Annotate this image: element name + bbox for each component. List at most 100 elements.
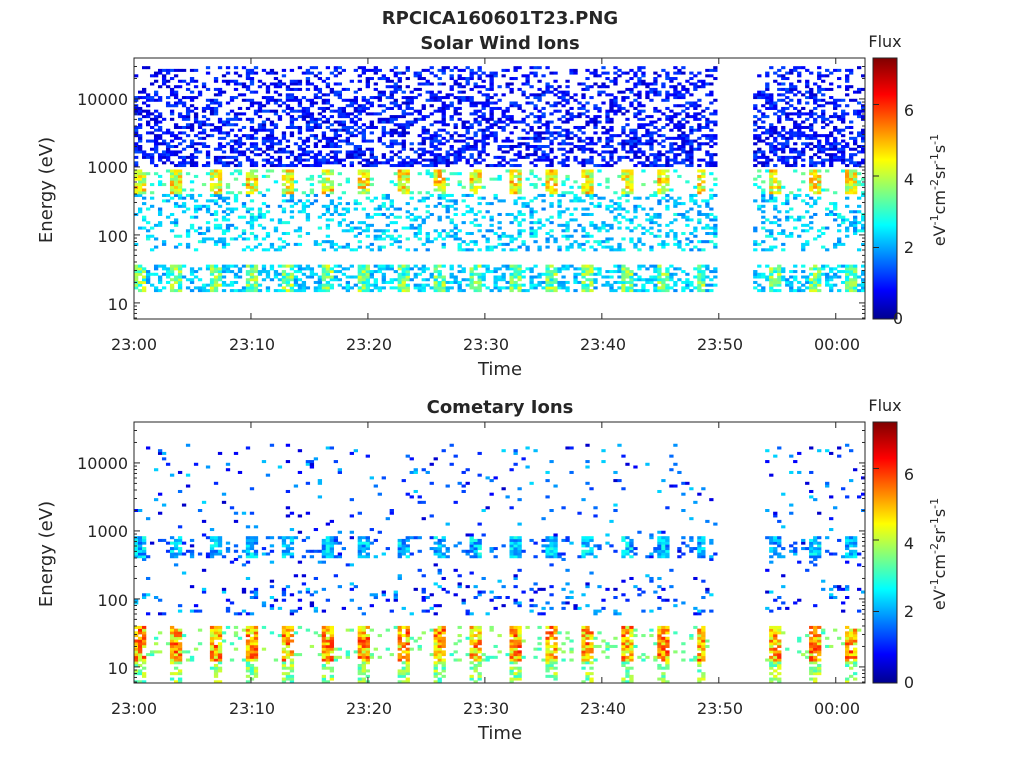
heatmap-cell	[509, 169, 514, 173]
heatmap-cell	[513, 275, 518, 279]
heatmap-cell	[325, 188, 331, 192]
heatmap-cell	[145, 172, 151, 176]
heatmap-cell	[189, 96, 195, 100]
heatmap-cell	[481, 134, 486, 138]
heatmap-cell	[693, 202, 698, 206]
heatmap-cell	[761, 180, 766, 184]
heatmap-cell	[457, 98, 462, 102]
heatmap-cell	[389, 164, 394, 168]
heatmap-cell	[213, 202, 219, 206]
heatmap-cell	[589, 188, 594, 192]
heatmap-cell	[773, 150, 778, 154]
heatmap-cell	[545, 264, 550, 268]
heatmap-cell	[277, 272, 283, 276]
heatmap-cell	[677, 278, 682, 282]
heatmap-cell	[565, 142, 570, 146]
heatmap-cell	[529, 85, 534, 89]
heatmap-cell	[301, 204, 307, 208]
heatmap-cell	[317, 153, 323, 157]
heatmap-cell	[393, 278, 398, 282]
heatmap-cell	[769, 147, 774, 151]
heatmap-cell	[765, 161, 770, 165]
heatmap-cell	[761, 240, 766, 244]
heatmap-cell	[561, 280, 566, 284]
heatmap-cell	[337, 278, 343, 282]
heatmap-cell	[509, 248, 514, 252]
heatmap-cell	[205, 145, 211, 149]
heatmap-cell	[397, 134, 402, 138]
heatmap-cell	[265, 272, 271, 276]
heatmap-cell	[153, 223, 159, 227]
heatmap-cell	[625, 87, 630, 91]
heatmap-cell	[225, 71, 231, 75]
heatmap-cell	[553, 237, 558, 241]
heatmap-cell	[425, 131, 430, 135]
heatmap-cell	[485, 104, 490, 108]
heatmap-cell	[225, 229, 231, 233]
heatmap-cell	[469, 145, 474, 149]
heatmap-cell	[309, 164, 315, 168]
heatmap-cell	[793, 264, 798, 268]
heatmap-cell	[801, 229, 806, 233]
heatmap-cell	[165, 272, 171, 276]
heatmap-cell	[393, 229, 398, 233]
heatmap-cell	[169, 68, 175, 72]
heatmap-cell	[485, 237, 490, 241]
heatmap-cell	[653, 125, 658, 129]
heatmap-cell	[209, 134, 215, 138]
heatmap-cell	[309, 104, 315, 108]
heatmap-cell	[313, 145, 319, 149]
heatmap-cell	[821, 226, 826, 230]
heatmap-cell	[165, 270, 171, 274]
heatmap-cell	[573, 240, 578, 244]
heatmap-cell	[593, 117, 598, 121]
heatmap-cell	[413, 275, 418, 279]
heatmap-cell	[797, 150, 802, 154]
heatmap-cell	[341, 267, 347, 271]
heatmap-cell	[809, 125, 814, 129]
heatmap-cell	[381, 155, 386, 159]
heatmap-cell	[553, 104, 558, 108]
heatmap-cell	[413, 248, 418, 252]
heatmap-cell	[681, 248, 686, 252]
heatmap-cell	[661, 196, 666, 200]
heatmap-cell	[249, 77, 255, 81]
heatmap-cell	[269, 134, 275, 138]
heatmap-cell	[625, 289, 630, 293]
heatmap-cell	[813, 286, 818, 290]
heatmap-cell	[293, 142, 299, 146]
heatmap-cell	[357, 278, 362, 282]
heatmap-cell	[145, 229, 151, 233]
heatmap-cell	[493, 270, 498, 274]
heatmap-cell	[681, 93, 686, 97]
heatmap-cell	[777, 275, 782, 279]
heatmap-cell	[321, 169, 327, 173]
heatmap-cell	[449, 267, 454, 271]
heatmap-cell	[773, 145, 778, 149]
heatmap-cell	[493, 155, 498, 159]
heatmap-cell	[265, 145, 271, 149]
heatmap-cell	[253, 245, 259, 249]
heatmap-cell	[189, 272, 195, 276]
heatmap-cell	[713, 77, 718, 81]
heatmap-cell	[553, 155, 558, 159]
heatmap-cell	[233, 142, 239, 146]
heatmap-cell	[677, 145, 682, 149]
heatmap-cell	[325, 101, 331, 105]
heatmap-cell	[225, 134, 231, 138]
heatmap-cell	[501, 278, 506, 282]
heatmap-cell	[365, 139, 370, 143]
heatmap-cell	[257, 79, 263, 83]
heatmap-cell	[241, 183, 247, 187]
heatmap-cell	[565, 226, 570, 230]
heatmap-cell	[273, 289, 279, 293]
heatmap-cell	[481, 85, 486, 89]
heatmap-cell	[645, 278, 650, 282]
heatmap-cell	[365, 289, 370, 293]
heatmap-cell	[557, 96, 562, 100]
heatmap-cell	[237, 112, 243, 116]
heatmap-cell	[377, 93, 382, 97]
heatmap-cell	[817, 155, 822, 159]
heatmap-cell	[545, 275, 550, 279]
heatmap-cell	[773, 180, 778, 184]
